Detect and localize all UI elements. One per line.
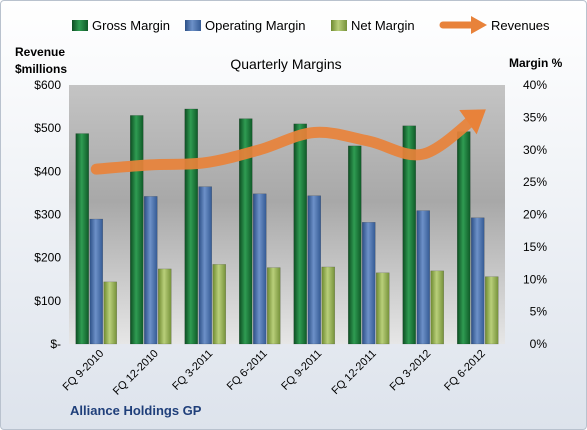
y-right-tick-label: 30%	[523, 143, 547, 157]
bar-gross-margin-fq-6-2011	[239, 118, 253, 345]
legend-swatch-net-margin	[331, 20, 347, 31]
y-right-tick-label: 35%	[523, 110, 547, 124]
bar-operating-margin-fq-6-2011	[253, 193, 267, 345]
x-tick-label: FQ 12-2010	[111, 348, 161, 398]
y-right-tick-label: 20%	[523, 208, 547, 222]
bar-net-margin-fq-12-2011	[376, 272, 390, 345]
y-left-title-line1: Revenue	[15, 45, 65, 59]
x-tick-label: FQ 6-2011	[225, 348, 270, 393]
bar-operating-margin-fq-3-2011	[198, 186, 212, 345]
x-tick-label: FQ 12-2011	[329, 348, 378, 397]
bar-operating-margin-fq-6-2012	[471, 217, 485, 345]
legend-label-gross-margin: Gross Margin	[92, 18, 170, 33]
y-right-tick-label: 10%	[523, 272, 547, 286]
y-left-tick-label: $-	[50, 337, 61, 351]
bar-gross-margin-fq-3-2011	[184, 108, 198, 345]
x-tick-label: FQ 9-2011	[279, 348, 324, 393]
bar-net-margin-fq-3-2012	[430, 270, 444, 345]
bar-net-margin-fq-9-2010	[103, 281, 117, 345]
bar-net-margin-fq-3-2011	[212, 264, 226, 345]
y-left-tick-label: $600	[34, 78, 61, 92]
y-right-title: Margin %	[509, 56, 563, 70]
bar-net-margin-fq-12-2010	[158, 268, 172, 345]
legend-item-revenues: Revenues	[439, 16, 550, 34]
y-left-axis: $- $100 $200 $300 $400 $500 $600	[34, 78, 61, 351]
y-right-tick-label: 5%	[530, 305, 548, 319]
bar-operating-margin-fq-9-2011	[307, 195, 321, 345]
legend-label-revenues: Revenues	[491, 18, 550, 33]
x-tick-label: FQ 9-2010	[61, 348, 107, 394]
y-left-tick-label: $200	[34, 251, 61, 265]
bar-operating-margin-fq-12-2011	[362, 222, 376, 345]
legend-swatch-operating-margin	[185, 20, 201, 31]
legend-arrow-revenues	[471, 16, 487, 34]
y-right-tick-label: 0%	[530, 337, 548, 351]
bar-operating-margin-fq-12-2010	[144, 196, 158, 345]
bar-gross-margin-fq-6-2012	[457, 131, 471, 345]
x-axis: FQ 9-2010 FQ 12-2010 FQ 3-2011 FQ 6-2011 FQ …	[61, 348, 488, 398]
y-right-tick-label: 40%	[523, 78, 547, 92]
x-tick-label: FQ 3-2011	[170, 348, 215, 393]
revenue-series	[90, 109, 486, 175]
bar-operating-margin-fq-9-2010	[89, 218, 103, 345]
x-tick-label: FQ 3-2012	[388, 348, 434, 394]
legend-item-operating-margin: Operating Margin	[185, 18, 305, 33]
x-tick-label: FQ 6-2012	[442, 348, 488, 394]
y-right-tick-label: 15%	[523, 240, 547, 254]
bar-net-margin-fq-6-2012	[485, 276, 499, 345]
y-right-tick-label: 25%	[523, 175, 547, 189]
revenue-arrowhead	[459, 109, 486, 135]
legend: Gross Margin Operating Margin Net Margin…	[72, 16, 550, 34]
y-right-axis: 0% 5% 10% 15% 20% 25% 30% 35% 40%	[523, 78, 547, 351]
y-left-tick-label: $100	[34, 294, 61, 308]
bar-operating-margin-fq-3-2012	[416, 210, 430, 345]
y-left-tick-label: $400	[34, 164, 61, 178]
chart-title: Quarterly Margins	[230, 56, 341, 72]
bar-gross-margin-fq-9-2010	[75, 133, 89, 345]
bar-net-margin-fq-6-2011	[267, 267, 281, 345]
bar-net-margin-fq-9-2011	[321, 266, 335, 345]
legend-label-operating-margin: Operating Margin	[205, 18, 305, 33]
bar-series	[75, 108, 499, 345]
revenue-line	[90, 109, 484, 175]
legend-label-net-margin: Net Margin	[351, 18, 415, 33]
y-left-title-line2: $millions	[15, 62, 67, 76]
y-left-tick-label: $500	[34, 121, 61, 135]
legend-item-gross-margin: Gross Margin	[72, 18, 170, 33]
legend-item-net-margin: Net Margin	[331, 18, 415, 33]
bar-gross-margin-fq-12-2011	[348, 145, 362, 345]
company-name: Alliance Holdings GP	[70, 403, 202, 418]
bar-gross-margin-fq-12-2010	[130, 115, 144, 345]
bar-gross-margin-fq-3-2012	[402, 125, 416, 345]
bar-gross-margin-fq-9-2011	[293, 123, 307, 345]
y-left-tick-label: $300	[34, 208, 61, 222]
legend-swatch-gross-margin	[72, 20, 88, 31]
